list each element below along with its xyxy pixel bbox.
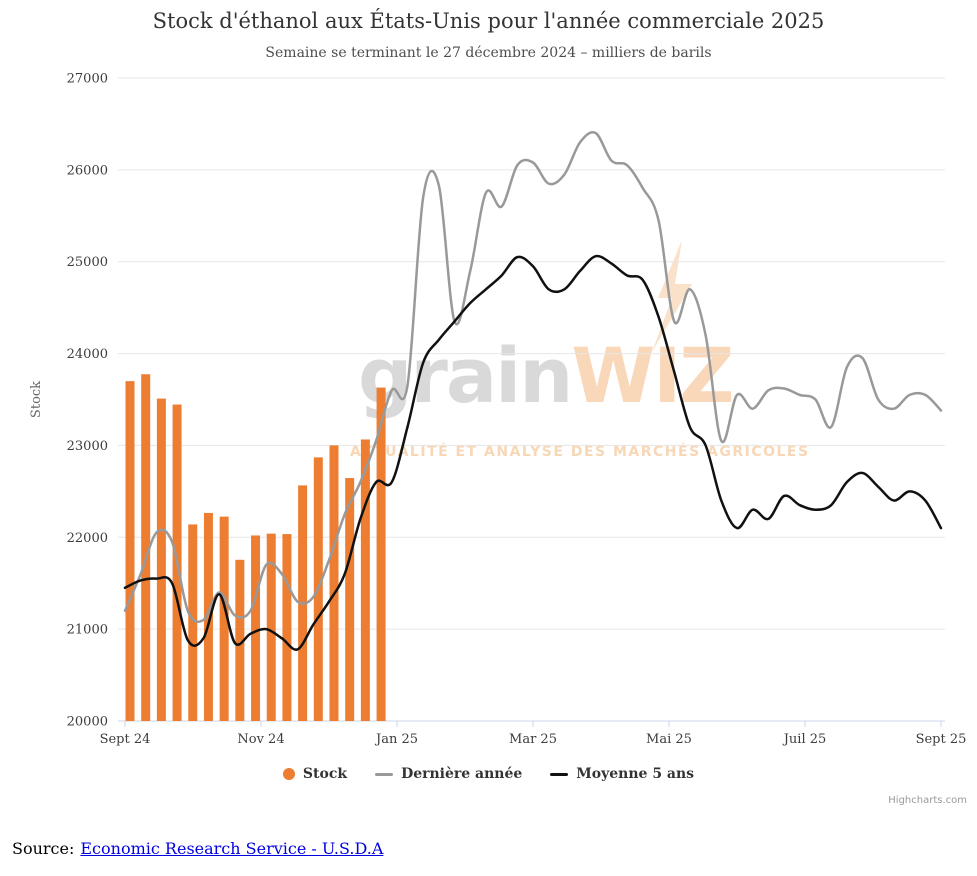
svg-text:27000: 27000 <box>67 72 108 87</box>
legend-item-derniere-annee[interactable]: Dernière année <box>375 766 522 782</box>
svg-text:Stock: Stock <box>29 381 44 418</box>
svg-text:Mar 25: Mar 25 <box>509 732 557 747</box>
stock-series-marker-icon <box>282 768 295 780</box>
legend-label-derniere-annee: Dernière année <box>401 766 523 782</box>
chart-plot-area: 20000 21000 22000 23000 24000 25000 26000 27000… <box>29 72 967 748</box>
svg-text:20000: 20000 <box>67 715 108 730</box>
grainwiz-tagline: ACTUALITÉ ET ANALYSE DES MARCHÉS AGRICOL… <box>350 444 810 460</box>
legend-item-stock[interactable]: Stock <box>282 766 348 782</box>
svg-text:Mai 25: Mai 25 <box>646 732 692 747</box>
source-line: Source: Economic Research Service - U.S.D… <box>12 839 383 858</box>
svg-text:Jan 25: Jan 25 <box>374 732 418 747</box>
svg-text:Sept 25: Sept 25 <box>916 732 967 747</box>
legend-label-stock: Stock <box>302 766 348 782</box>
grainwiz-logo-grain: grain <box>358 331 573 420</box>
chart-subtitle: Semaine se terminant le 27 décembre 2024… <box>265 45 712 61</box>
svg-text:24000: 24000 <box>67 347 108 362</box>
source-prefix: Source: <box>12 839 75 858</box>
moyenne-5-ans-series-marker-icon <box>550 772 569 776</box>
svg-text:22000: 22000 <box>67 531 108 546</box>
svg-text:Juil 25: Juil 25 <box>782 732 827 747</box>
lightning-bolt-icon <box>652 240 692 352</box>
svg-text:23000: 23000 <box>67 439 108 454</box>
highcharts-credit-link[interactable]: Highcharts.com <box>888 795 967 806</box>
legend-label-moyenne-5-ans: Moyenne 5 ans <box>576 766 695 782</box>
legend-item-moyenne-5-ans[interactable]: Moyenne 5 ans <box>550 766 694 782</box>
svg-text:26000: 26000 <box>67 163 108 178</box>
chart-legend: Stock Dernière année Moyenne 5 ans <box>0 766 977 782</box>
chart-title: Stock d'éthanol aux États-Unis pour l'an… <box>152 9 825 33</box>
svg-text:Nov 24: Nov 24 <box>237 732 284 747</box>
svg-text:25000: 25000 <box>67 255 108 270</box>
svg-text:21000: 21000 <box>67 623 108 638</box>
derniere-annee-series-marker-icon <box>375 772 394 776</box>
svg-text:Sept 24: Sept 24 <box>100 732 151 747</box>
source-link[interactable]: Economic Research Service - U.S.D.A <box>80 839 384 858</box>
